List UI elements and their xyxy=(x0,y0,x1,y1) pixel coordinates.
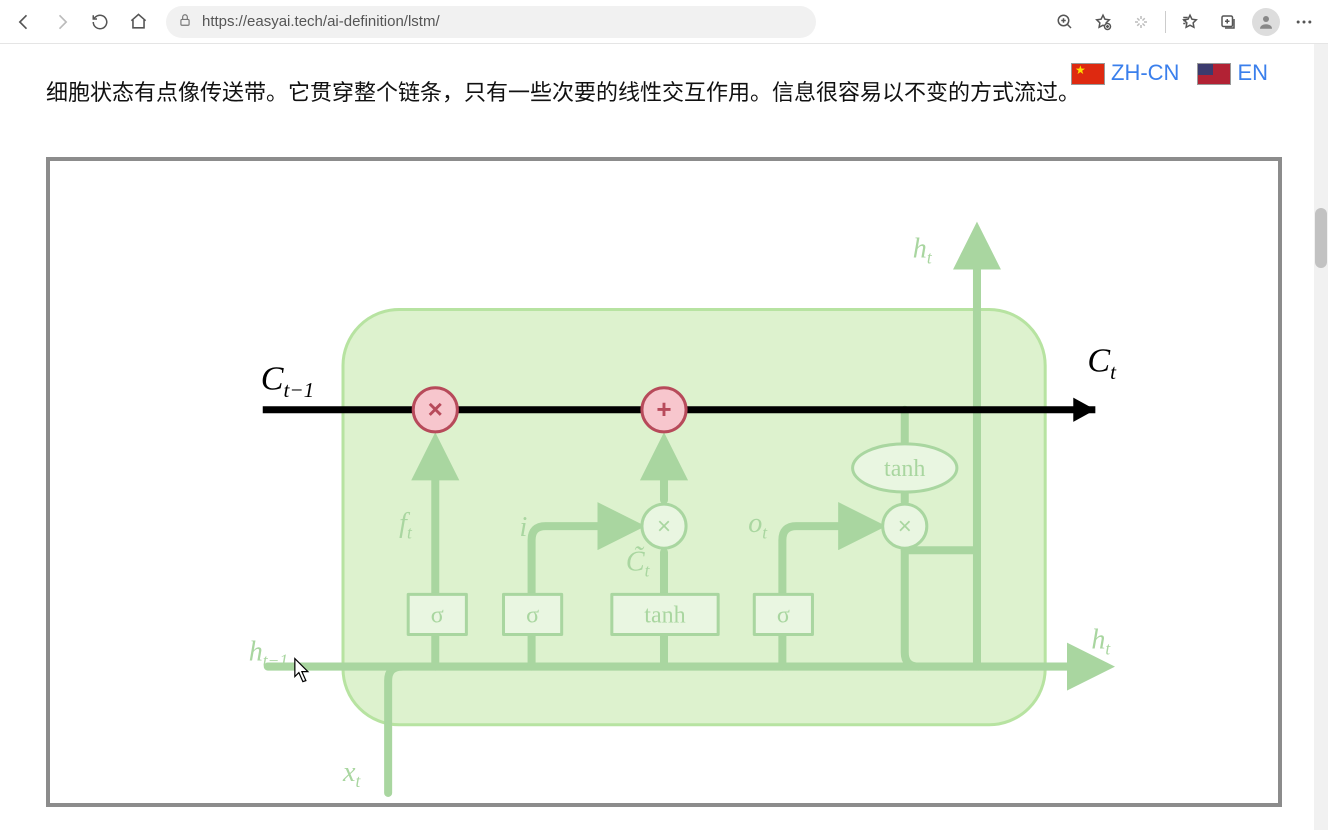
lang-option-en[interactable]: EN xyxy=(1197,60,1268,86)
svg-text:σ: σ xyxy=(526,603,539,629)
article-content: 细胞状态有点像传送带。它贯穿整个链条，只有一些次要的线性交互作用。信息很容易以不… xyxy=(0,44,1328,807)
svg-text:ht: ht xyxy=(913,234,933,268)
svg-text:Ct−1: Ct−1 xyxy=(261,361,314,403)
svg-text:×: × xyxy=(898,514,912,541)
zoom-icon[interactable] xyxy=(1047,4,1083,40)
more-button[interactable] xyxy=(1286,4,1322,40)
lang-option-zh-cn[interactable]: ZH-CN xyxy=(1071,60,1179,86)
lock-icon xyxy=(178,13,192,31)
refresh-button[interactable] xyxy=(82,4,118,40)
favorites-icon[interactable] xyxy=(1172,4,1208,40)
url-text: https://easyai.tech/ai-definition/lstm/ xyxy=(202,13,440,30)
svg-text:×: × xyxy=(428,394,443,424)
profile-button[interactable] xyxy=(1248,4,1284,40)
extension-icon[interactable] xyxy=(1123,4,1159,40)
svg-text:+: + xyxy=(656,394,671,424)
svg-text:tanh: tanh xyxy=(884,456,925,482)
browser-toolbar: https://easyai.tech/ai-definition/lstm/ xyxy=(0,0,1328,44)
svg-text:Ct: Ct xyxy=(1087,343,1117,385)
svg-text:xt: xt xyxy=(342,757,361,791)
toolbar-separator xyxy=(1165,11,1166,33)
home-button[interactable] xyxy=(120,4,156,40)
vertical-scrollbar[interactable] xyxy=(1314,44,1328,830)
forward-button[interactable] xyxy=(44,4,80,40)
svg-text:σ: σ xyxy=(777,603,790,629)
svg-text:ht−1: ht−1 xyxy=(249,637,288,671)
star-add-icon[interactable] xyxy=(1085,4,1121,40)
collections-icon[interactable] xyxy=(1210,4,1246,40)
url-bar[interactable]: https://easyai.tech/ai-definition/lstm/ xyxy=(166,6,816,38)
svg-text:×: × xyxy=(657,514,671,541)
lstm-diagram-box: ××tanhσσtanhσhtftitC̃totht−1htxt×+Ct−1Ct xyxy=(46,157,1282,807)
language-switch: ZH-CN EN xyxy=(1071,60,1268,86)
lstm-diagram: ××tanhσσtanhσhtftitC̃totht−1htxt×+Ct−1Ct xyxy=(50,161,1278,803)
scrollbar-thumb[interactable] xyxy=(1315,208,1327,268)
svg-text:ht: ht xyxy=(1091,625,1111,659)
svg-text:tanh: tanh xyxy=(644,603,685,629)
svg-text:σ: σ xyxy=(431,603,444,629)
back-button[interactable] xyxy=(6,4,42,40)
